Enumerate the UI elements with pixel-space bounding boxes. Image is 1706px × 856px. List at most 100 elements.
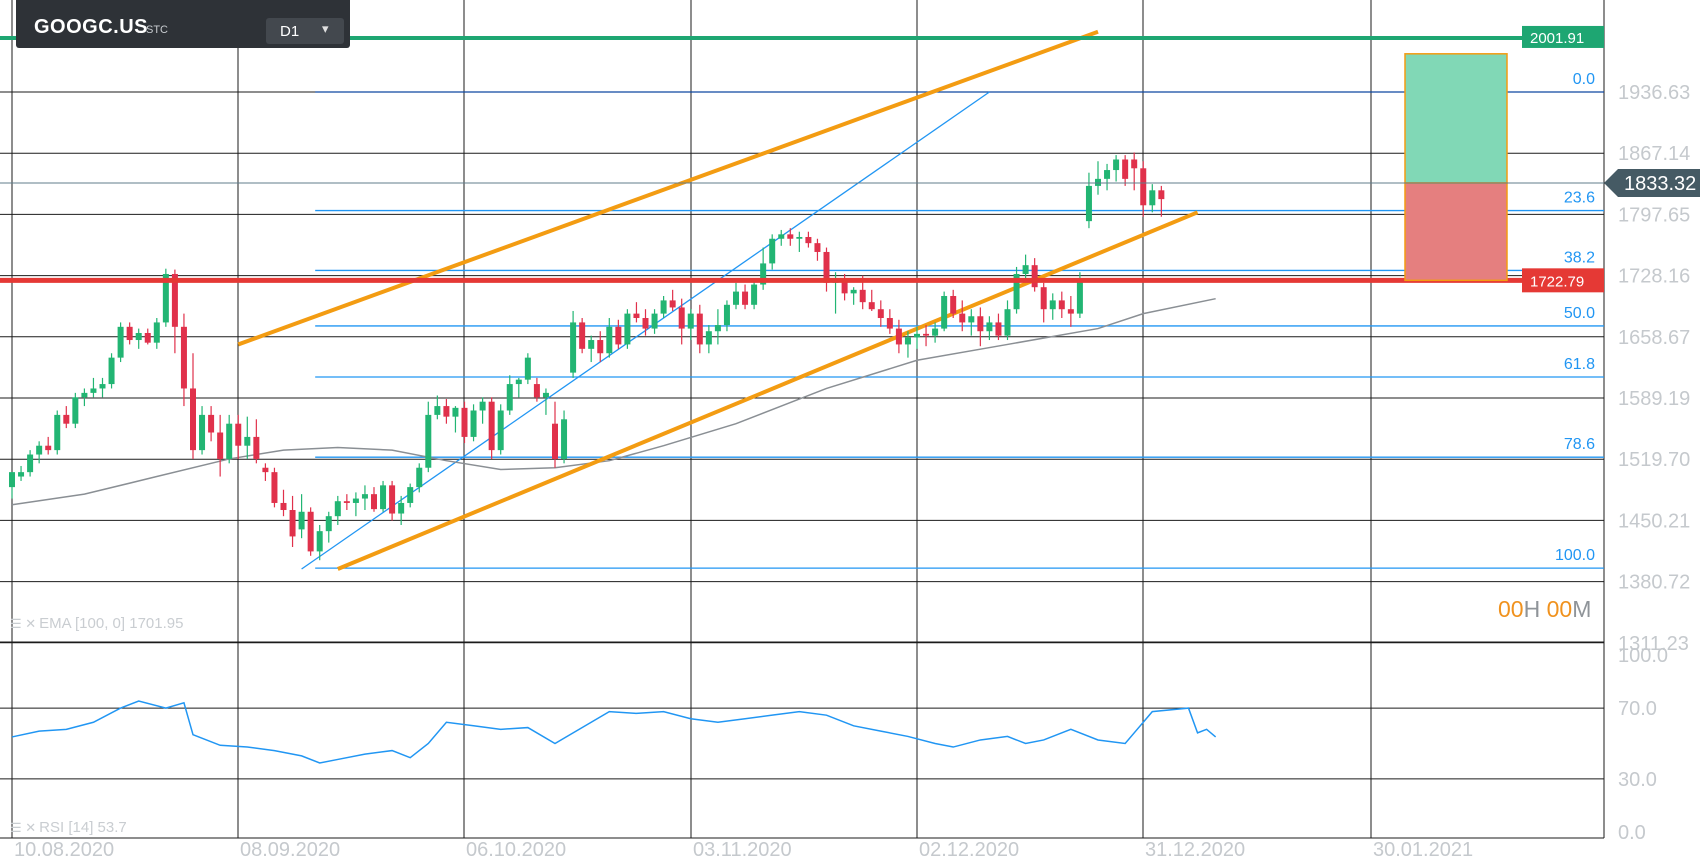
- fib-level-label: 100.0: [1555, 547, 1595, 564]
- candle-body: [407, 487, 414, 503]
- candle-body: [588, 340, 595, 349]
- price-tick-label: 1450.21: [1618, 510, 1690, 532]
- candle-body: [488, 401, 495, 451]
- symbol-name: GOOGC.US: [34, 16, 149, 38]
- channel-upper-line: [237, 29, 1099, 347]
- fib-level-label: 78.6: [1564, 436, 1595, 453]
- candle-body: [434, 406, 441, 415]
- candle-body: [162, 273, 169, 323]
- candle-body: [108, 357, 115, 385]
- price-tick-label: 1589.19: [1618, 388, 1690, 410]
- fib-level-label: 61.8: [1564, 356, 1595, 373]
- candle-body: [904, 337, 911, 345]
- price-tick-label: 1867.14: [1618, 143, 1690, 165]
- candle-body: [54, 414, 61, 451]
- candle-body: [787, 234, 794, 239]
- ema-settings-icon[interactable]: ☰ ✕: [10, 616, 37, 631]
- timeframe-dropdown[interactable]: D1 ▾: [266, 18, 344, 44]
- candle-body: [1076, 278, 1083, 314]
- rsi-indicator-label[interactable]: ☰ ✕ RSI [14] 53.7: [10, 819, 127, 836]
- candle-body: [877, 309, 884, 319]
- symbol-type: STC: [146, 24, 168, 36]
- date-tick-label: 10.08.2020: [14, 839, 114, 856]
- timeframe-label: D1: [280, 23, 300, 40]
- fib-level-label: 50.0: [1564, 305, 1595, 322]
- rsi-tick-label: 70.0: [1618, 698, 1657, 720]
- price-tick-label: 1797.65: [1618, 204, 1690, 226]
- candle-body: [606, 326, 613, 354]
- candle-body: [398, 502, 405, 514]
- candle-body: [235, 423, 242, 446]
- date-tick-label: 31.12.2020: [1145, 839, 1245, 856]
- rsi-settings-icon[interactable]: ☰ ✕: [10, 820, 37, 835]
- candle-body: [705, 331, 712, 345]
- candle-body: [90, 388, 97, 393]
- timer-minutes: 00: [1546, 596, 1573, 622]
- candle-body: [642, 318, 649, 329]
- price-tick-label: 1311.23: [1618, 633, 1689, 655]
- candle-body: [733, 291, 739, 305]
- date-tick-label: 30.01.2021: [1373, 839, 1473, 856]
- ema-indicator-label[interactable]: ☰ ✕ EMA [100, 0] 1701.95: [10, 615, 183, 632]
- candle-body: [307, 511, 314, 552]
- chart-grid: [0, 0, 1605, 839]
- candle-body: [289, 510, 296, 537]
- candle-body: [760, 263, 767, 285]
- candle-body: [805, 236, 812, 244]
- candle-body: [371, 494, 377, 510]
- resistance-tag: [1522, 25, 1604, 48]
- candle-body: [1113, 159, 1120, 171]
- candle-body: [1040, 287, 1047, 310]
- candle-body: [950, 295, 957, 314]
- date-tick-label: 03.11.2020: [693, 839, 792, 856]
- price-tick-label: 1658.67: [1618, 327, 1690, 349]
- candle-body: [868, 302, 875, 310]
- candle-body: [841, 281, 848, 294]
- symbol-selector[interactable]: GOOGC.US STC D1 ▾: [16, 0, 350, 48]
- candle-body: [425, 414, 432, 468]
- candle-body: [72, 397, 79, 424]
- candle-body: [190, 388, 196, 451]
- candle-body: [27, 454, 34, 473]
- candle-body: [334, 501, 341, 517]
- candle-body: [262, 467, 269, 473]
- resistance-label: 2001.91: [1530, 30, 1584, 47]
- ema-label-text: EMA [100, 0] 1701.95: [39, 615, 184, 632]
- price-tick-label: 1728.16: [1618, 266, 1690, 288]
- support-tag: [1522, 268, 1604, 293]
- candle-body: [18, 472, 25, 477]
- candle-body: [796, 236, 803, 239]
- candle-body: [171, 273, 178, 327]
- candle-body: [986, 322, 993, 332]
- candle-body: [714, 325, 721, 332]
- candle-body: [1058, 300, 1065, 310]
- current-price-label: 1833.32: [1624, 173, 1696, 195]
- price-tick-label: 1936.63: [1618, 82, 1690, 104]
- candle-body: [316, 531, 323, 552]
- horizontal-levels: 2001.91 1722.79: [0, 25, 1604, 293]
- candle-body: [886, 318, 893, 329]
- candle-body: [361, 494, 368, 499]
- candle-body: [651, 313, 658, 329]
- candle-body: [497, 410, 504, 451]
- candle-body: [36, 445, 43, 455]
- candle-body: [615, 326, 622, 345]
- candle-body: [253, 436, 260, 459]
- rsi-tick-label: 0.0: [1618, 822, 1646, 844]
- candle-timer: 00H 00M: [1498, 596, 1591, 623]
- candle-body: [823, 251, 830, 283]
- candle-body: [208, 414, 215, 433]
- candle-body: [977, 316, 984, 332]
- candle-body: [769, 238, 776, 264]
- candle-body: [995, 322, 1002, 336]
- fib-level-label: 23.6: [1564, 190, 1595, 207]
- candle-body: [723, 304, 730, 326]
- candle-body: [669, 300, 676, 308]
- candle-body: [751, 284, 758, 305]
- candle-body: [968, 316, 975, 323]
- candle-body: [1004, 309, 1011, 336]
- candle-body: [180, 326, 187, 389]
- candle-body: [217, 432, 224, 459]
- chevron-down-icon: ▾: [322, 21, 329, 36]
